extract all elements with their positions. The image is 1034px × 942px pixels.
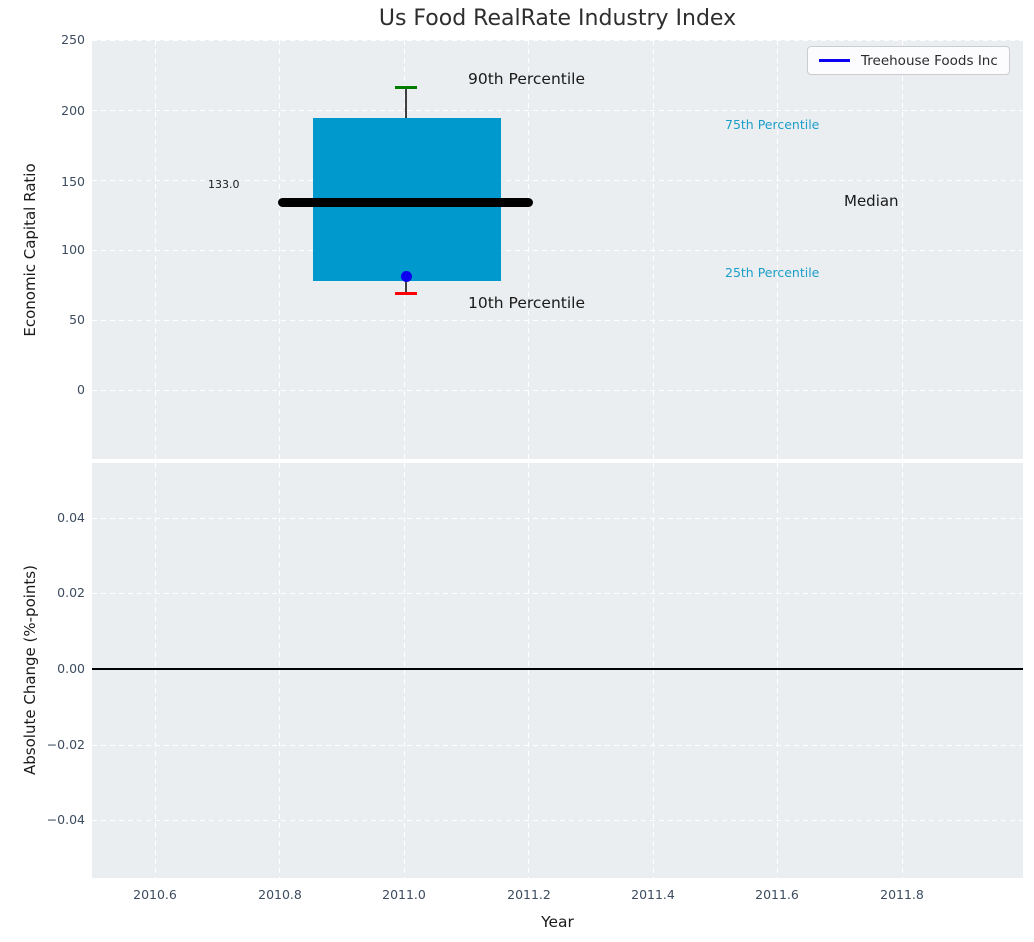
gridline: [92, 180, 1023, 181]
gridline: [777, 40, 778, 459]
bottom-y-axis-label: Absolute Change (%-points): [21, 565, 39, 775]
gridline: [902, 40, 903, 459]
gridline: [279, 40, 280, 459]
gridline: [92, 110, 1023, 111]
top-plot-area: 133.0 90th Percentile 10th Percentile 75…: [92, 40, 1023, 459]
y-tick-label: −0.02: [46, 737, 85, 752]
median-line: [278, 198, 533, 207]
y-tick-label: 100: [61, 242, 85, 257]
zero-line: [92, 668, 1023, 670]
y-tick-label: 250: [61, 32, 85, 47]
y-tick-label: −0.04: [46, 812, 85, 827]
p25-annotation: 25th Percentile: [725, 265, 820, 280]
gridline: [404, 463, 405, 878]
p75-annotation: 75th Percentile: [725, 117, 820, 132]
median-annotation: Median: [844, 192, 899, 210]
gridline: [528, 463, 529, 878]
chart-title: Us Food RealRate Industry Index: [378, 6, 737, 31]
gridline: [902, 463, 903, 878]
company-data-point: [401, 271, 412, 282]
gridline: [653, 40, 654, 459]
x-tick-label: 2011.4: [631, 887, 675, 902]
p10-annotation: 10th Percentile: [468, 294, 586, 312]
x-tick-label: 2010.8: [258, 887, 302, 902]
legend-line-sample: [819, 59, 850, 62]
gridline: [92, 745, 1023, 746]
top-y-axis-label: Economic Capital Ratio: [21, 163, 39, 337]
x-axis-label: Year: [541, 913, 574, 931]
gridline: [92, 320, 1023, 321]
x-tick-label: 2011.2: [507, 887, 551, 902]
gridline: [653, 463, 654, 878]
y-tick-label: 50: [69, 312, 85, 327]
x-tick-label: 2011.0: [382, 887, 426, 902]
gridline: [92, 518, 1023, 519]
gridline: [155, 40, 156, 459]
gridline: [528, 40, 529, 459]
gridline: [92, 250, 1023, 251]
y-tick-label: 200: [61, 103, 85, 118]
gridline: [777, 463, 778, 878]
y-tick-label: 0.04: [57, 510, 85, 525]
y-tick-label: 0.02: [57, 585, 85, 600]
bottom-plot-area: [92, 463, 1023, 878]
x-tick-label: 2010.6: [133, 887, 177, 902]
gridline: [155, 463, 156, 878]
p90-cap-marker: [395, 86, 417, 89]
p90-annotation: 90th Percentile: [468, 70, 586, 88]
y-tick-label: 0: [77, 382, 85, 397]
gridline: [92, 390, 1023, 391]
gridline: [92, 593, 1023, 594]
x-tick-label: 2011.8: [880, 887, 924, 902]
y-tick-label: 0.00: [57, 661, 85, 676]
median-value-annotation: 133.0: [208, 178, 240, 191]
legend-label: Treehouse Foods Inc: [861, 52, 998, 69]
y-tick-label: 150: [61, 174, 85, 189]
x-tick-label: 2011.6: [755, 887, 799, 902]
gridline: [92, 40, 1023, 41]
legend: Treehouse Foods Inc: [807, 46, 1010, 75]
gridline: [92, 820, 1023, 821]
p10-cap-marker: [395, 292, 417, 295]
gridline: [279, 463, 280, 878]
